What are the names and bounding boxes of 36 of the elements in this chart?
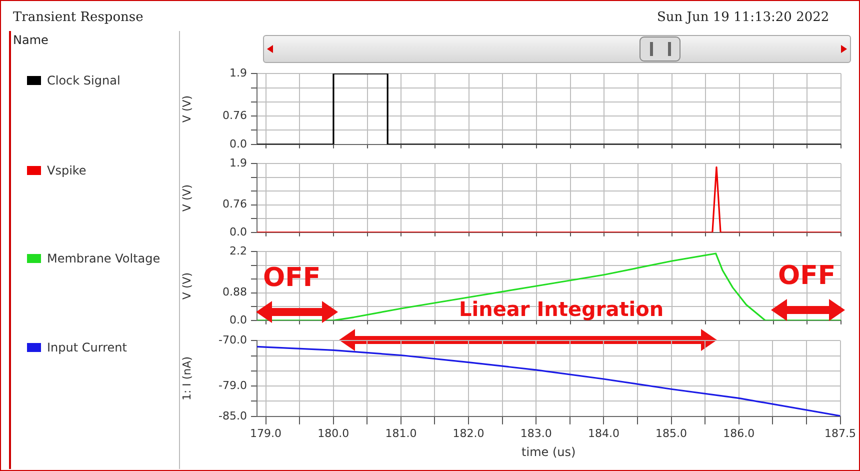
- x-tick-label: 181.0: [385, 426, 417, 440]
- text: Sun Jun 19 11:13:20 2022: [657, 10, 830, 25]
- y-axis-title: V (V): [180, 95, 194, 123]
- y-tick-label: 1.9: [230, 156, 247, 170]
- y-axis-title: V (V): [180, 272, 194, 300]
- x-tick-label: 183.0: [520, 426, 552, 440]
- text: Name: [13, 33, 48, 47]
- y-tick-label: -79.0: [218, 378, 247, 392]
- y-tick-label: 2.2: [230, 244, 247, 258]
- x-tick-label: 184.0: [588, 426, 620, 440]
- annotation: OFF: [778, 261, 836, 291]
- legend-label: Input Current: [47, 340, 127, 355]
- y-tick-label: 0.0: [230, 225, 247, 238]
- x-tick-label: 182.0: [452, 426, 484, 440]
- legend-label: Vspike: [47, 164, 86, 178]
- x-tick-label: 187.5: [824, 426, 856, 440]
- x-tick-label: 179.0: [250, 426, 282, 440]
- y-tick-label: 0.0: [230, 313, 247, 326]
- y-tick-label: -85.0: [218, 409, 247, 422]
- annotation: Linear Integration: [459, 297, 664, 321]
- legend-label: Clock Signal: [47, 74, 120, 88]
- annotation: OFF: [263, 263, 321, 293]
- x-tick-label: 180.0: [318, 426, 350, 440]
- y-tick-label: 0.76: [222, 198, 247, 211]
- y-tick-label: 0.88: [222, 286, 247, 299]
- legend-label: Membrane Voltage: [47, 252, 160, 266]
- y-tick-label: 0.0: [230, 137, 247, 150]
- y-tick-label: 0.76: [222, 108, 247, 122]
- x-axis-title: time (us): [522, 444, 576, 459]
- x-tick-label: 185.0: [656, 426, 688, 440]
- y-tick-label: 1.9: [230, 66, 247, 80]
- x-tick-label: 186.0: [723, 426, 755, 440]
- y-axis-title: V (V): [180, 184, 194, 212]
- y-tick-label: -70.0: [218, 333, 247, 346]
- text: Transient Response: [13, 10, 144, 25]
- y-axis-title: 1: I (nA): [180, 356, 194, 401]
